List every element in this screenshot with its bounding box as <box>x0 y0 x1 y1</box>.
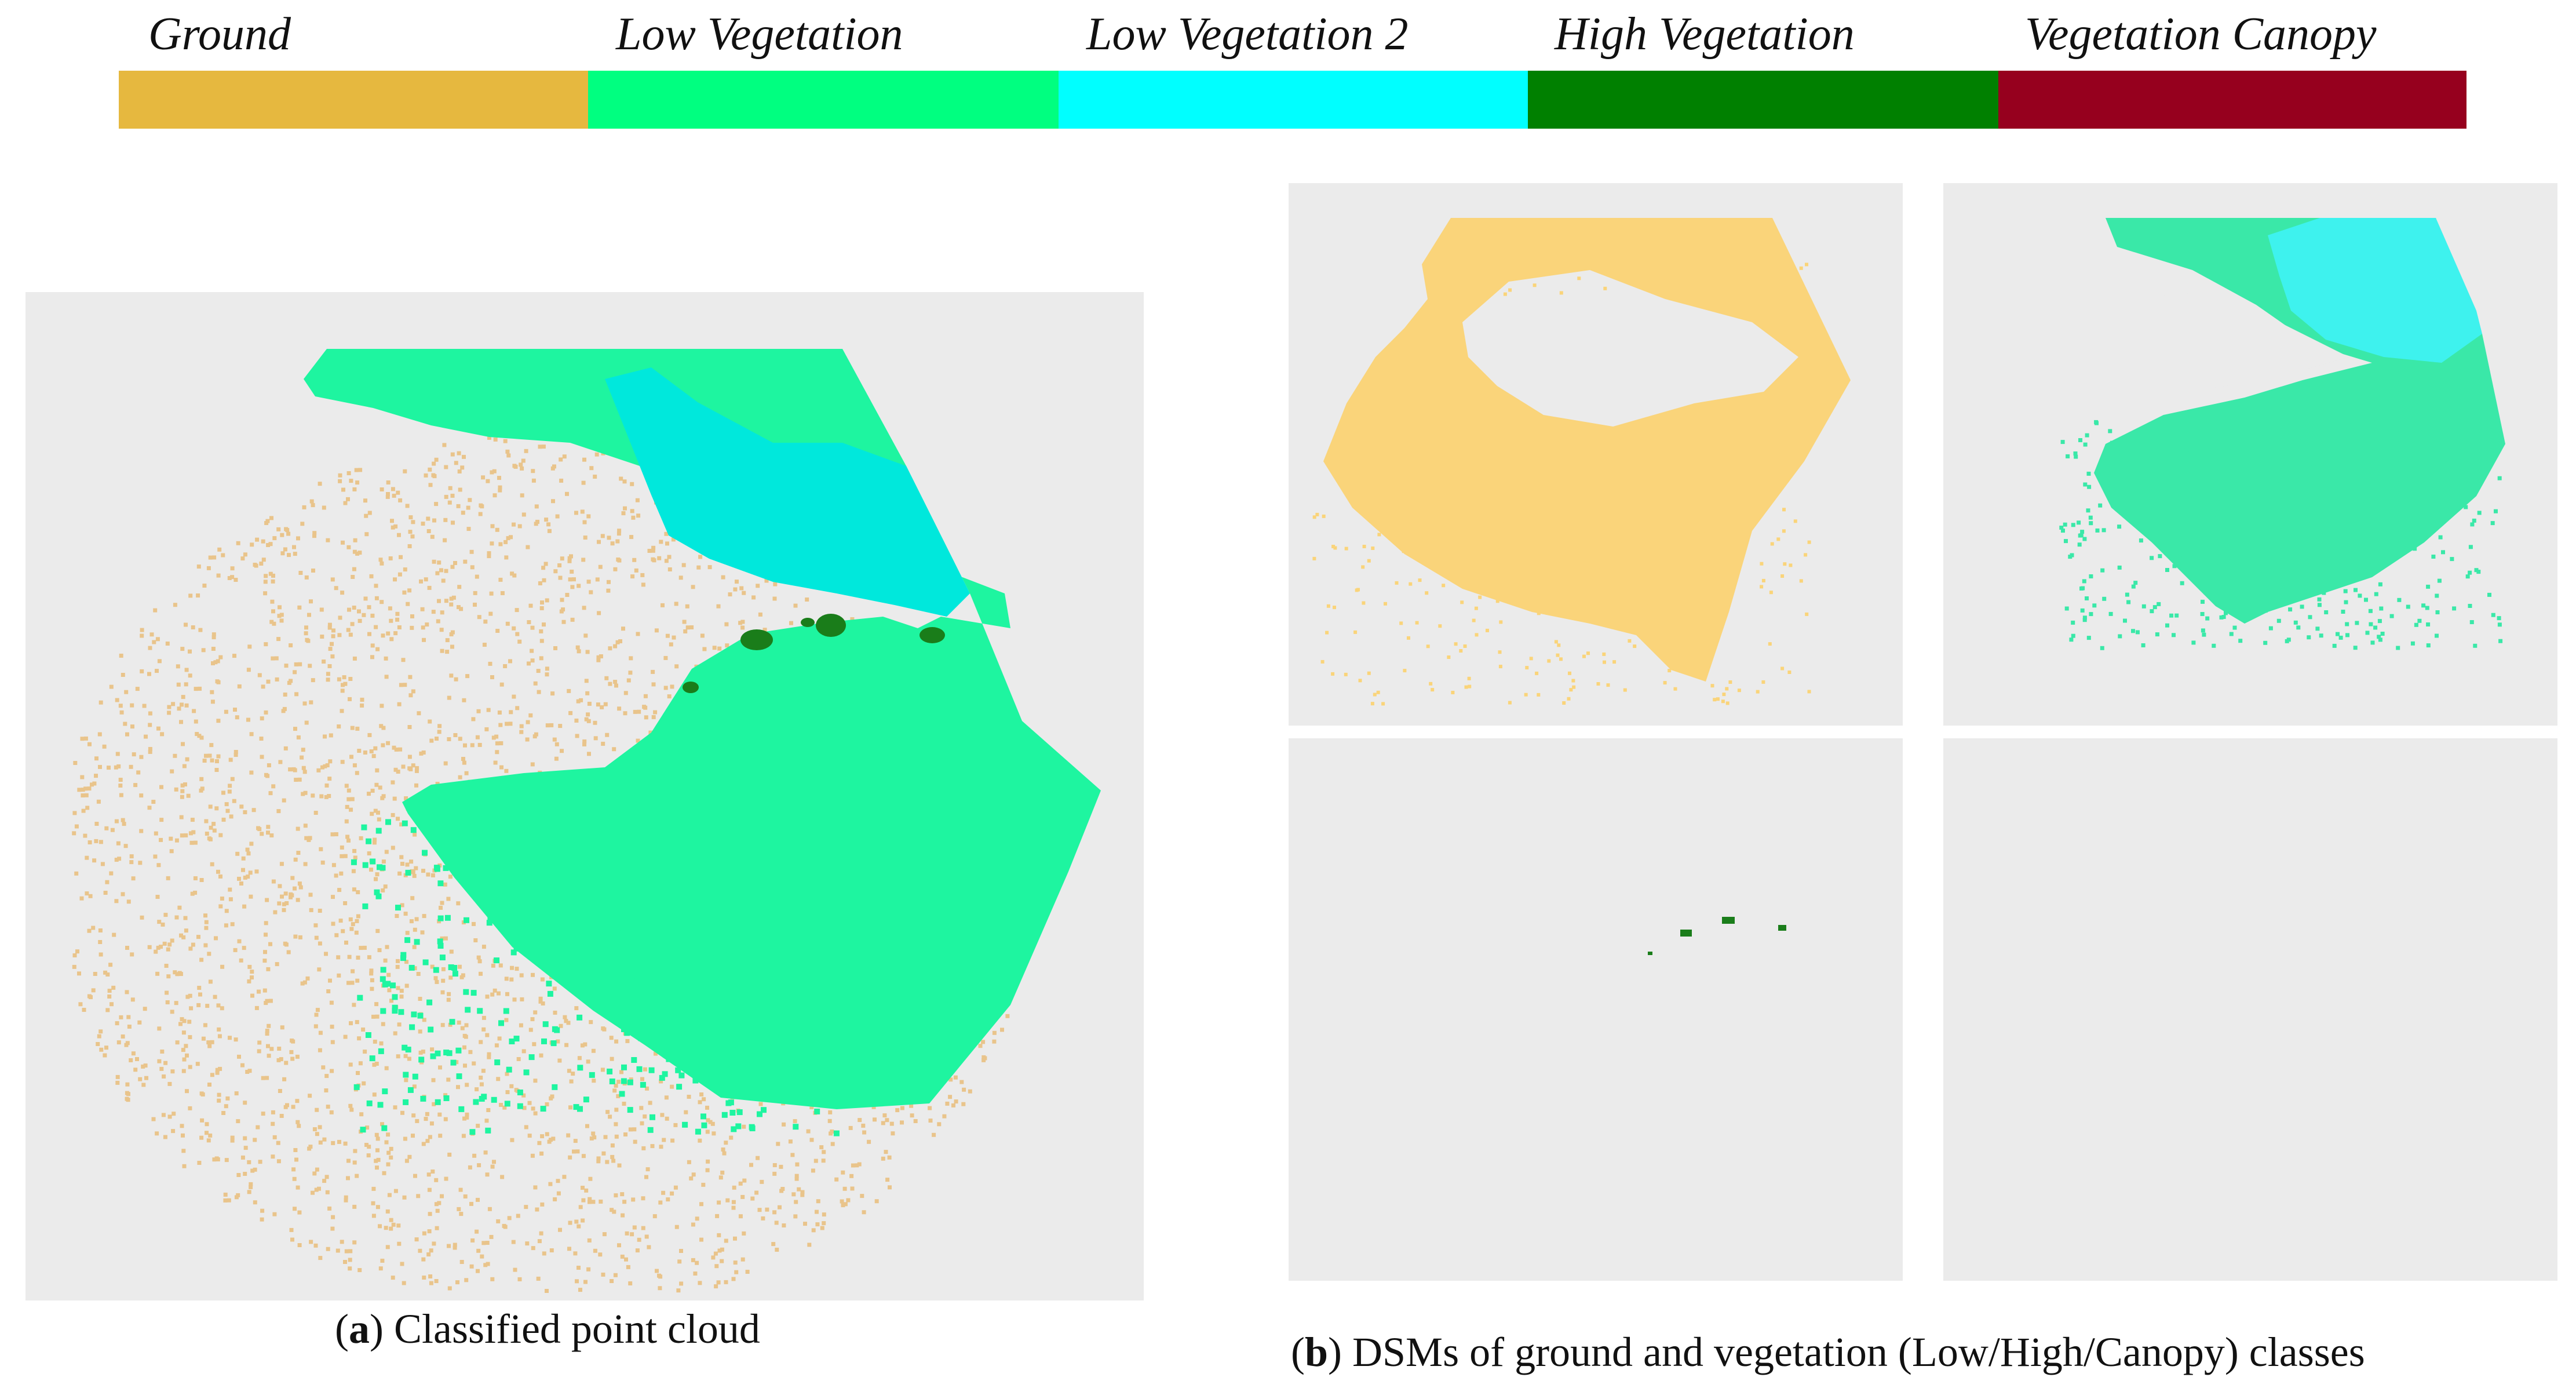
legend-swatch-ground <box>119 71 588 129</box>
caption-b-text: DSMs of ground and vegetation (Low/High/… <box>1352 1329 2365 1375</box>
dsm-ground-gap <box>1462 270 1798 427</box>
dsm-ground-image <box>1312 218 1851 706</box>
dsm-vegetation-canopy-panel <box>1943 738 2557 1281</box>
dsm-low-vegetation-panel <box>1943 183 2557 726</box>
legend-swatch-vegetation-canopy <box>1998 71 2466 129</box>
point-cloud-image <box>72 349 1101 1293</box>
caption-b: (b) DSMs of ground and vegetation (Low/H… <box>1291 1329 2365 1375</box>
legend-label-low-vegetation: Low Vegetation <box>616 9 903 60</box>
dsm-low-vegetation-gap <box>2117 293 2349 392</box>
legend-swatch-low-vegetation-2 <box>1059 71 1528 129</box>
legend-swatch-high-vegetation <box>1528 71 1998 129</box>
high-vegetation-points <box>683 614 945 693</box>
legend-label-low-vegetation-2: Low Vegetation 2 <box>1086 9 1409 60</box>
legend-swatch-low-vegetation <box>588 71 1059 129</box>
caption-a: (a) Classified point cloud <box>335 1306 760 1352</box>
low-vegetation-points <box>351 814 842 1136</box>
dsm-high-vegetation-points <box>1648 917 1786 955</box>
dsm-low-vegetation-2-region <box>2268 218 2482 363</box>
caption-a-letter: a <box>348 1306 370 1352</box>
legend-label-vegetation-canopy: Vegetation Canopy <box>2025 9 2377 60</box>
legend-label-ground: Ground <box>148 9 291 60</box>
dsm-high-vegetation-image <box>1648 917 1786 955</box>
dsm-ground-panel <box>1289 183 1903 726</box>
dsm-high-vegetation-panel <box>1289 738 1903 1281</box>
caption-b-letter: b <box>1304 1329 1329 1375</box>
dsm-low-vegetation-image <box>2059 218 2505 650</box>
caption-a-text: Classified point cloud <box>393 1306 760 1352</box>
low-vegetation-2-region <box>605 367 970 617</box>
classified-point-cloud-panel <box>25 292 1144 1300</box>
legend-label-high-vegetation: High Vegetation <box>1555 9 1855 60</box>
